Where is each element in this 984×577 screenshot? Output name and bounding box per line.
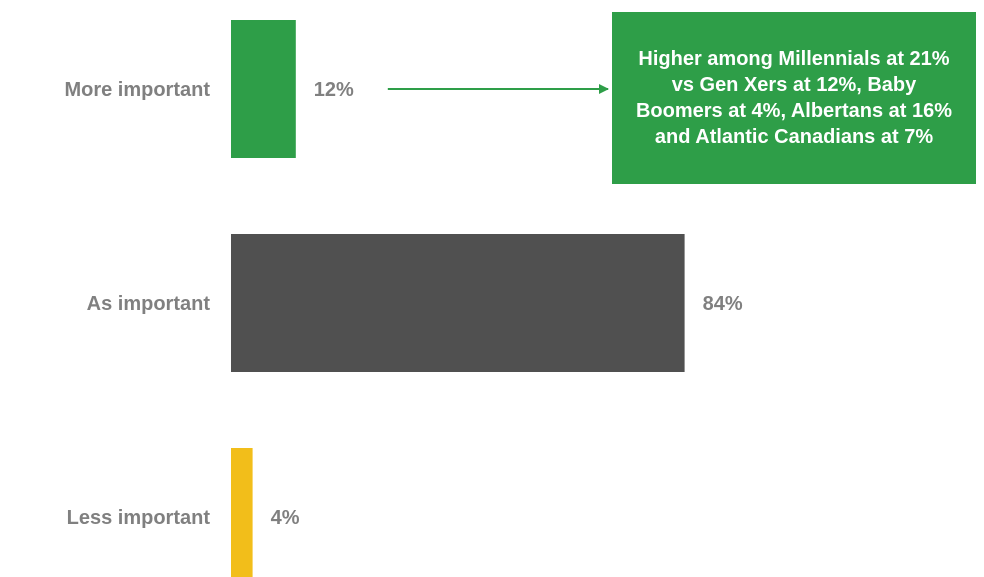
value-label-more-important: 12% [314,79,354,101]
callout-text: Higher among Millennials at 21% vs Gen X… [635,48,953,148]
category-label-as-important: As important [87,293,211,315]
category-label-more-important: More important [64,79,210,101]
bar-as-important [231,234,685,372]
value-label-as-important: 84% [703,293,743,315]
bar-more-important [231,20,296,158]
bar-less-important [231,448,253,577]
value-label-less-important: 4% [271,507,300,529]
callout-box: Higher among Millennials at 21% vs Gen X… [612,12,976,184]
bars-layer: More important 12% As important 84% Less imp… [64,20,743,577]
category-label-less-important: Less important [67,507,211,529]
